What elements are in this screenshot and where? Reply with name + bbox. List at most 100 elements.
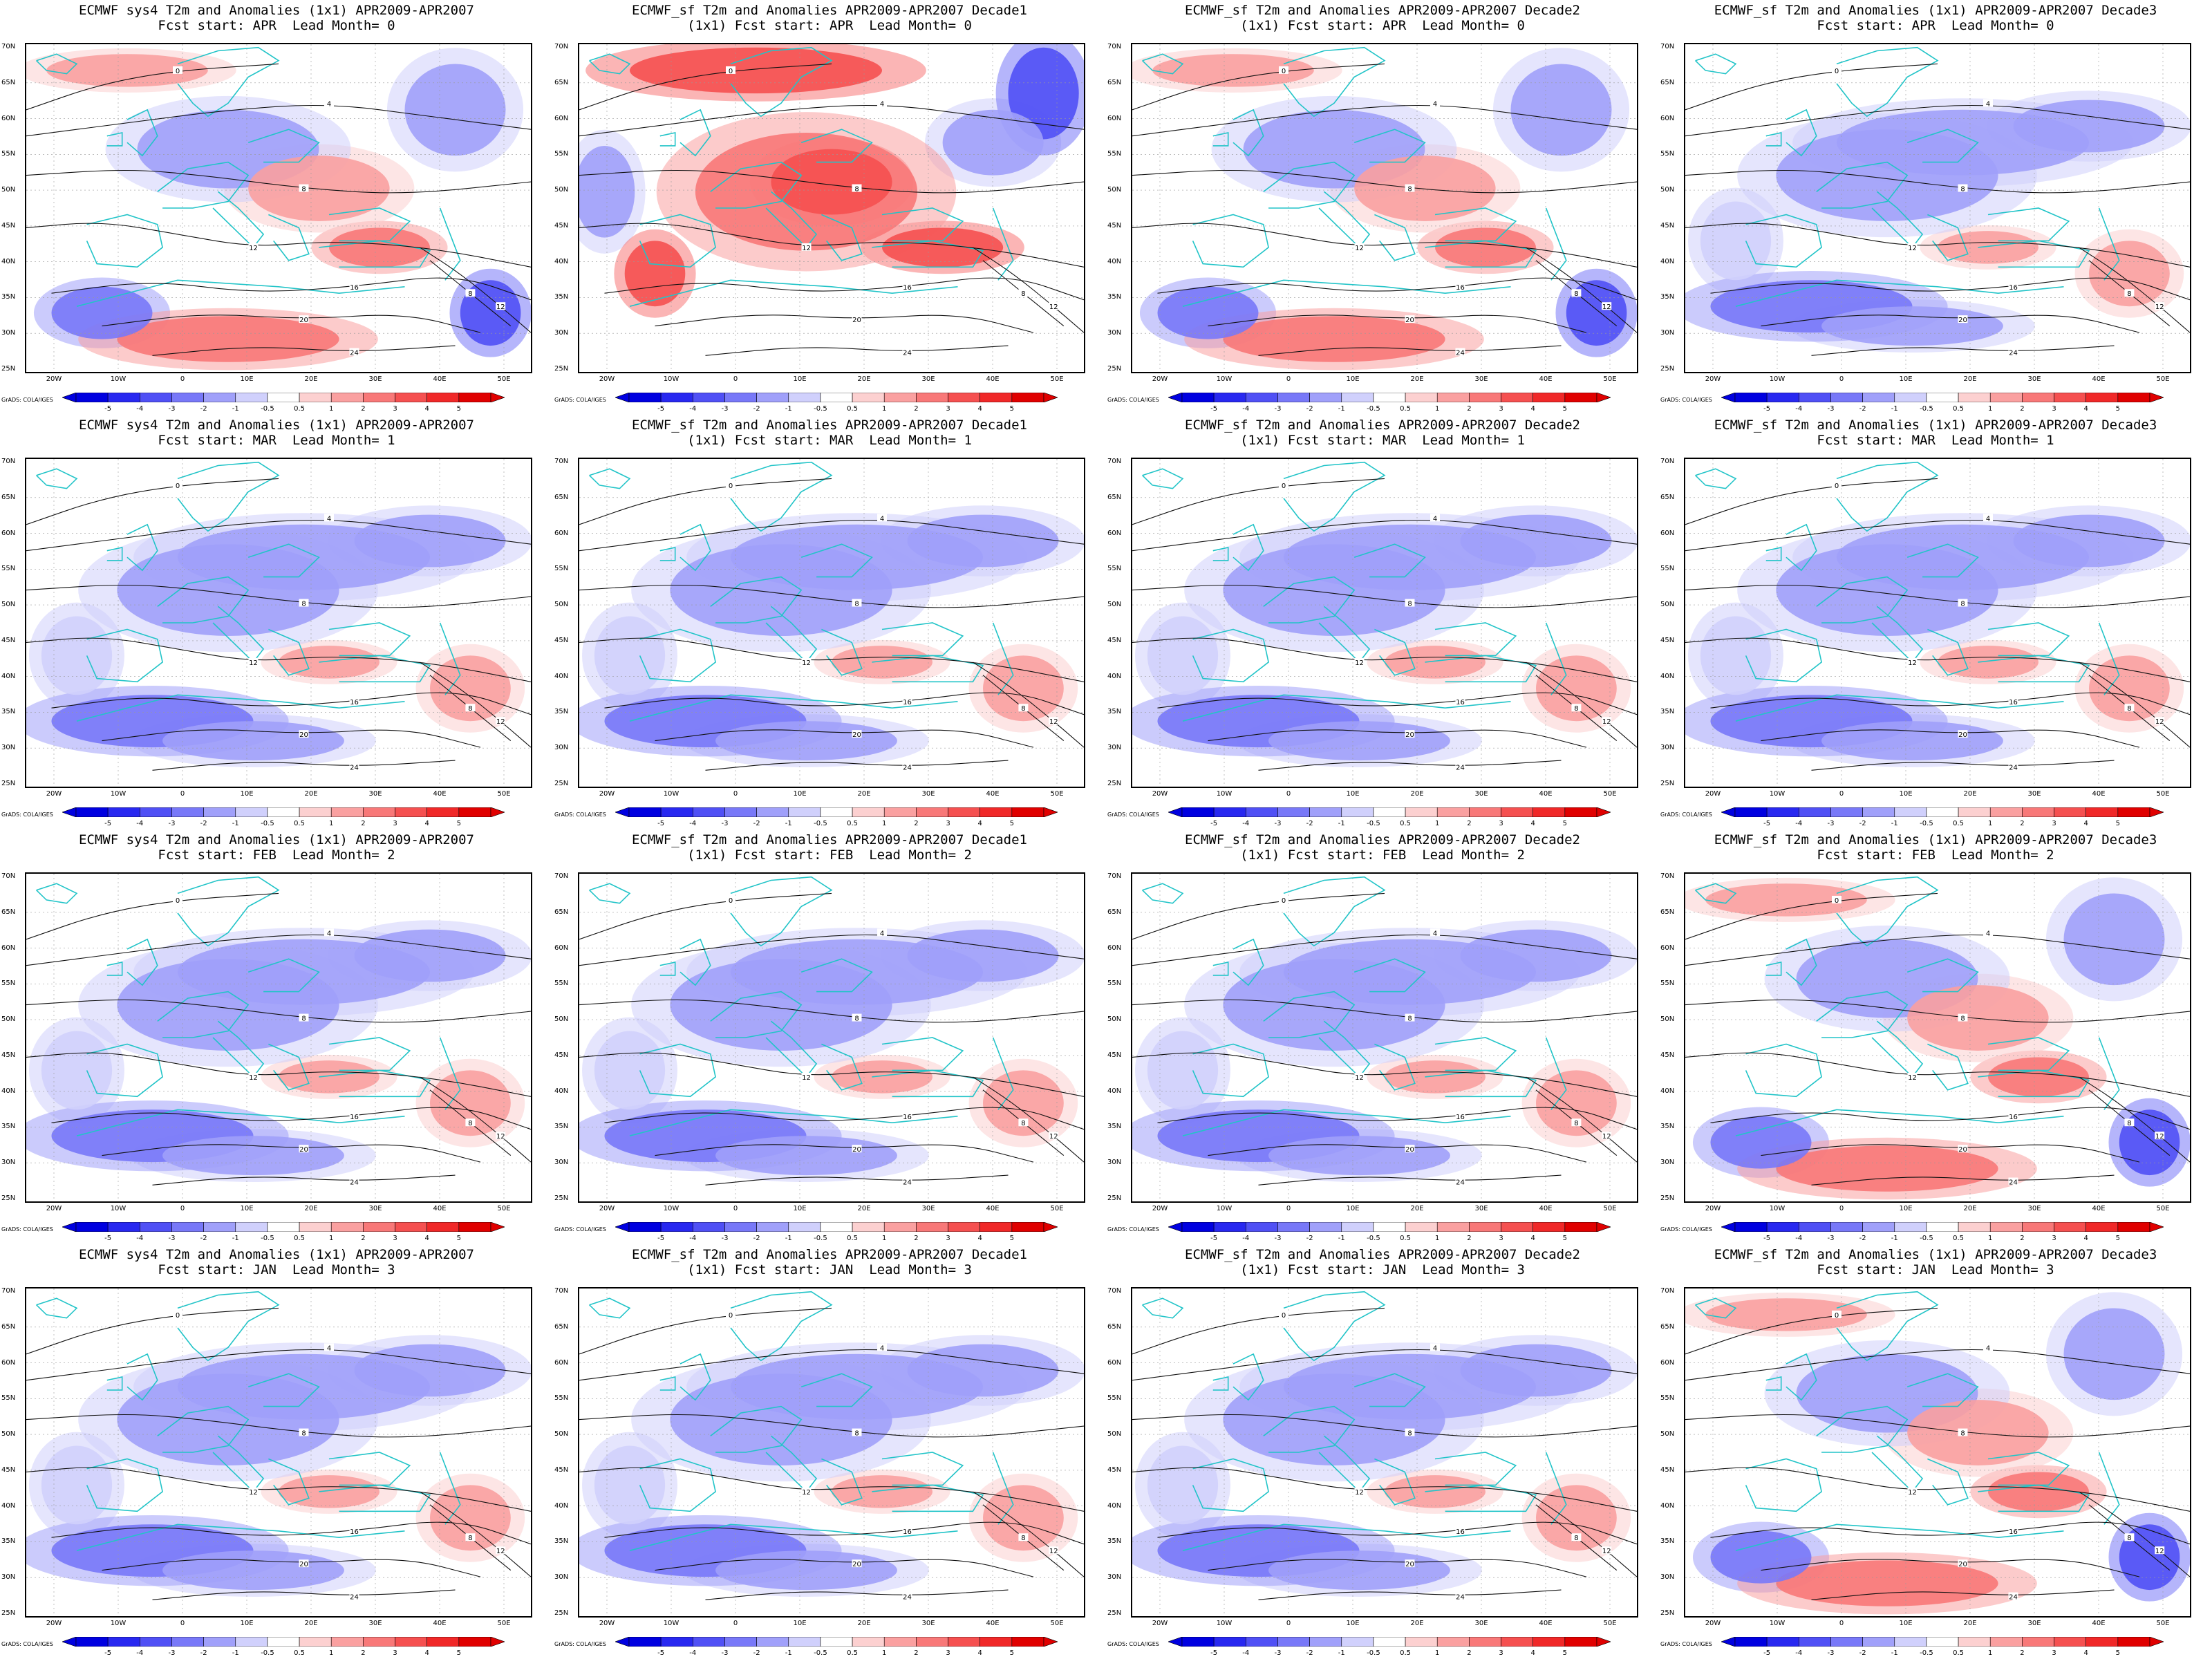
grads-credit: GrADS: COLA/IGES — [554, 397, 606, 403]
anomaly-map: 4 0 8 12 16 20 24 12 8 — [1131, 872, 1638, 1203]
colorbar-label: 3 — [1499, 405, 1503, 413]
contour-label-bg — [2124, 704, 2135, 712]
longitude-label: 10W — [110, 375, 126, 383]
contour-label: 20 — [852, 1146, 861, 1154]
colorbar-swatch — [724, 1222, 757, 1232]
colorbar-label: -4 — [136, 1235, 144, 1242]
colorbar-swatch — [395, 1637, 427, 1647]
coastline — [1142, 1297, 1184, 1319]
colorbar-label: -1 — [1338, 1235, 1345, 1242]
longitude-label: 50E — [1050, 790, 1064, 798]
panel-title-line: ECMWF_sf T2m and Anomalies (1x1) APR2009… — [1714, 832, 2157, 847]
colorbar-label: -4 — [1795, 820, 1803, 827]
contour-label: 12 — [1602, 718, 1611, 726]
colorbar-swatch — [948, 807, 980, 817]
anomaly-area — [1460, 1344, 1612, 1397]
colorbar-label: -2 — [753, 1649, 760, 1657]
colorbar-swatch — [203, 1637, 236, 1647]
contour-label-bg — [465, 1533, 476, 1541]
coastline — [1232, 523, 1264, 572]
longitude-label: 20W — [599, 790, 615, 798]
colorbar-label: 2 — [914, 1649, 919, 1657]
contour-label: 8 — [1021, 705, 1025, 713]
contour-label-bg — [1907, 657, 1918, 666]
colorbar-arrow-right — [1043, 1222, 1058, 1232]
colorbar-swatch — [171, 1222, 204, 1232]
colorbar-arrow-right — [1043, 393, 1058, 402]
anomaly-area — [1907, 1400, 2049, 1465]
contour-label-bg — [1907, 1072, 1918, 1080]
coastline — [328, 1037, 411, 1071]
contour-label-bg — [902, 697, 912, 705]
colorbar-swatch — [363, 807, 395, 817]
contour-label-bg — [1455, 282, 1465, 290]
coastline — [1374, 214, 1416, 261]
isotherm-contour — [1208, 315, 1587, 333]
contour-label: 12 — [2155, 718, 2164, 726]
isotherm-contour — [1685, 223, 2190, 268]
latitude-label: 45N — [1660, 636, 1675, 644]
map-panel: ECMWF sys4 T2m and Anomalies (1x1) APR20… — [0, 830, 553, 1244]
contour-label-bg — [877, 928, 887, 937]
anomaly-area — [594, 1445, 666, 1525]
colorbar-label: 3 — [393, 820, 397, 827]
panel-title: ECMWF sys4 T2m and Anomalies (1x1) APR20… — [0, 1247, 553, 1277]
colorbar-label: 5 — [1562, 820, 1568, 827]
coastline — [1192, 628, 1269, 683]
longitude-label: 40E — [2092, 1205, 2106, 1212]
colorbar-swatch — [948, 1222, 980, 1232]
isotherm-contour — [705, 760, 1009, 771]
colorbar-swatch — [458, 1637, 491, 1647]
contour-label-bg — [902, 1592, 912, 1600]
contour-label: 12 — [802, 1074, 811, 1082]
isotherm-contour — [1535, 260, 1618, 327]
colorbar-swatch — [1373, 1222, 1406, 1232]
contour-label-bg — [1958, 730, 1968, 738]
longitude-label: 30E — [1474, 375, 1488, 383]
coastline — [1142, 883, 1184, 904]
longitude-label: 10E — [793, 1620, 807, 1627]
panel-title-line: ECMWF sys4 T2m and Anomalies (1x1) APR20… — [79, 832, 474, 847]
contour-label-bg — [1832, 1310, 1841, 1318]
contour-label: 20 — [1405, 317, 1414, 324]
colorbar-swatch — [1436, 1222, 1470, 1232]
longitude-label: 20W — [46, 1620, 62, 1627]
coastline — [1765, 1376, 1782, 1391]
anomaly-map: 4 0 8 12 16 20 24 12 8 — [1684, 43, 2191, 373]
contour-label: 16 — [1456, 284, 1465, 292]
colorbar-swatch — [1405, 1637, 1438, 1647]
contour-label: 24 — [2009, 350, 2018, 357]
anomaly-area — [354, 514, 506, 568]
colorbar — [615, 807, 1058, 817]
colorbar — [1168, 1637, 1611, 1647]
colorbar-swatch — [1862, 807, 1895, 817]
colorbar-swatch — [1405, 393, 1438, 402]
colorbar-swatch — [756, 1637, 789, 1647]
contour-label: 12 — [1049, 303, 1058, 311]
coastline — [126, 109, 158, 157]
colorbar-label: -1 — [232, 1235, 239, 1242]
contour-label: 8 — [1021, 290, 1025, 298]
grads-credit: GrADS: COLA/IGES — [1107, 1226, 1159, 1232]
colorbar-svg — [1721, 1222, 2164, 1232]
contour-label-bg — [1049, 302, 1059, 310]
contour-label: 16 — [350, 284, 359, 292]
coastline — [157, 576, 250, 624]
colorbar-label: 5 — [456, 405, 462, 413]
map-panel: ECMWF sys4 T2m and Anomalies (1x1) APR20… — [0, 415, 553, 830]
colorbar-label: -3 — [1827, 1235, 1835, 1242]
longitude-label: 0 — [180, 1205, 185, 1212]
coastline — [765, 1020, 818, 1078]
coastline — [1735, 694, 2064, 722]
colorbar-arrow-left — [1721, 1637, 1736, 1647]
anomaly-area — [1700, 201, 1772, 281]
colorbar-svg — [1168, 1637, 1611, 1647]
latitude-label: 25N — [1660, 365, 1675, 373]
colorbar-swatch — [1564, 1222, 1597, 1232]
latitude-label: 70N — [1107, 872, 1122, 880]
contour-label-bg — [2008, 762, 2018, 771]
contour-label: 4 — [1986, 1344, 1990, 1352]
longitude-label: 20W — [46, 790, 62, 798]
coastline — [881, 1037, 964, 1071]
